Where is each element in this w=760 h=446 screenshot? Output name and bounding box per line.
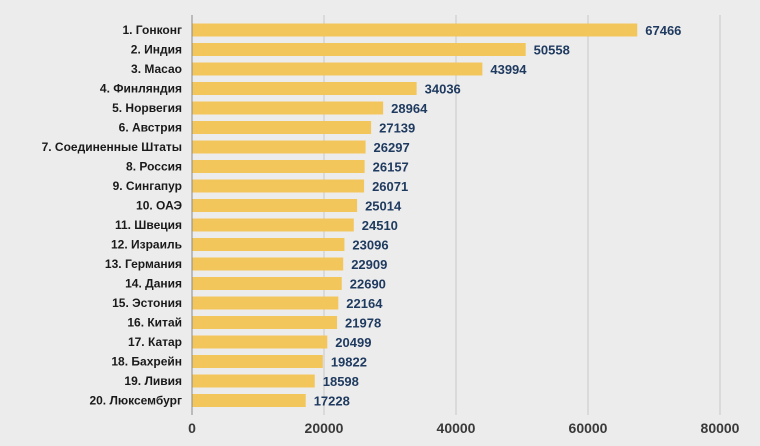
value-label-5: 28964 <box>391 101 428 116</box>
category-label-11: 11. Швеция <box>115 218 182 232</box>
bar-1 <box>192 23 638 37</box>
category-label-6: 6. Австрия <box>119 121 182 135</box>
bar-4 <box>192 82 417 95</box>
bar-7 <box>192 140 366 154</box>
bar-11 <box>192 218 354 232</box>
value-label-18: 19822 <box>331 355 367 370</box>
category-label-7: 7. Соединенные Штаты <box>42 140 182 154</box>
value-label-1: 67466 <box>645 23 681 38</box>
bar-14 <box>192 277 342 290</box>
value-label-4: 34036 <box>425 82 461 97</box>
value-label-11: 24510 <box>362 218 398 233</box>
value-label-10: 25014 <box>365 199 402 214</box>
bar-6 <box>192 121 372 134</box>
bar-19 <box>192 374 315 388</box>
category-label-5: 5. Норвегия <box>112 101 182 115</box>
value-label-16: 21978 <box>345 316 381 331</box>
category-label-9: 9. Сингапур <box>113 179 182 193</box>
bar-18 <box>192 355 323 368</box>
x-tick-label-4: 80000 <box>701 420 740 436</box>
bar-17 <box>192 335 328 349</box>
bar-20 <box>192 394 306 407</box>
value-label-8: 26157 <box>373 160 409 175</box>
category-label-12: 12. Израиль <box>111 238 182 252</box>
value-label-7: 26297 <box>374 140 410 155</box>
x-tick-label-1: 20000 <box>305 420 344 436</box>
category-label-3: 3. Масао <box>131 62 182 76</box>
category-label-19: 19. Ливия <box>124 374 182 388</box>
bar-5 <box>192 101 384 115</box>
category-label-2: 2. Индия <box>131 43 182 57</box>
category-label-14: 14. Дания <box>125 277 182 291</box>
category-label-15: 15. Эстония <box>112 296 182 310</box>
value-label-12: 23096 <box>352 238 388 253</box>
value-label-2: 50558 <box>534 43 570 58</box>
x-tick-label-3: 60000 <box>569 420 608 436</box>
x-axis-tick-labels: 0 20000 40000 60000 80000 <box>188 420 740 436</box>
category-label-16: 16. Китай <box>127 316 182 330</box>
x-tick-label-2: 40000 <box>437 420 476 436</box>
value-label-3: 43994 <box>490 62 527 77</box>
bar-12 <box>192 238 345 251</box>
value-label-15: 22164 <box>346 296 383 311</box>
value-label-14: 22690 <box>350 277 386 292</box>
category-labels: 1. Гонконг 2. Индия 3. Масао 4. Финляндия 5.… <box>42 23 183 408</box>
category-label-10: 10. ОАЭ <box>136 199 182 213</box>
bar-8 <box>192 160 365 173</box>
bar-9 <box>192 179 365 193</box>
bar-2 <box>192 43 526 56</box>
category-label-4: 4. Финляндия <box>100 82 182 96</box>
category-label-20: 20. Люксембург <box>89 394 182 408</box>
bars <box>192 23 638 407</box>
bar-3 <box>192 62 483 76</box>
value-label-6: 27139 <box>379 121 415 136</box>
value-label-17: 20499 <box>335 335 371 350</box>
value-label-20: 17228 <box>314 394 350 409</box>
bar-13 <box>192 257 344 271</box>
category-label-1: 1. Гонконг <box>122 23 182 37</box>
bar-10 <box>192 199 358 212</box>
value-label-19: 18598 <box>323 374 359 389</box>
value-label-9: 26071 <box>372 179 408 194</box>
bar-15 <box>192 296 339 310</box>
value-labels: 67466 50558 43994 34036 28964 27139 26297 26157… <box>314 23 682 409</box>
value-label-13: 22909 <box>351 257 387 272</box>
category-label-17: 17. Катар <box>128 335 182 349</box>
category-label-18: 18. Бахрейн <box>111 355 182 369</box>
category-label-13: 13. Германия <box>105 257 182 271</box>
bar-16 <box>192 316 338 329</box>
category-label-8: 8. Россия <box>126 160 182 174</box>
x-tick-label-0: 0 <box>188 420 196 436</box>
